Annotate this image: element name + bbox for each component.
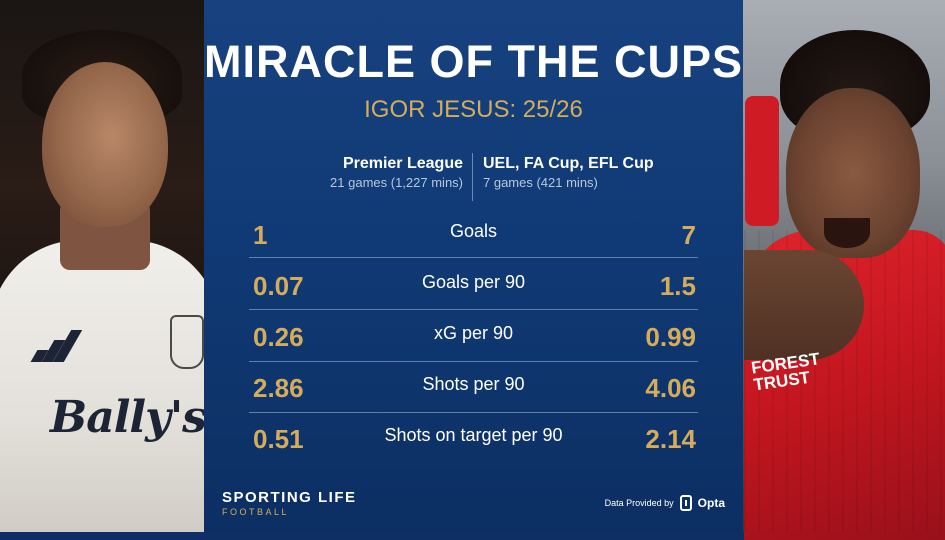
- stat-right-value: 1.5: [659, 271, 696, 301]
- column-left-heading: Premier League: [342, 155, 463, 172]
- left-player-head: [42, 62, 168, 227]
- stat-row-goals-per-90: 0.07 Goals per 90 1.5: [249, 261, 698, 311]
- stat-right-value: 0.99: [645, 322, 696, 352]
- row-divider: [249, 361, 698, 362]
- right-player-arm: [744, 250, 864, 360]
- left-player-photo: Bally's: [0, 0, 204, 532]
- provider-prefix: Data Provided by: [604, 498, 674, 508]
- stat-left-value: 2.86: [253, 373, 304, 403]
- column-right-heading: UEL, FA Cup, EFL Cup: [483, 155, 654, 172]
- stats-panel: MIRACLE OF THE CUPS IGOR JESUS: 25/26 Pr…: [204, 0, 743, 532]
- stat-row-goals: 1 Goals 7: [249, 210, 698, 260]
- stat-label: Goals per 90: [421, 272, 526, 292]
- stat-row-shots-on-target-per-90: 0.51 Shots on target per 90 2.14: [249, 414, 698, 464]
- column-left-subheading: 21 games (1,227 mins): [330, 175, 463, 190]
- right-player-mouth: [824, 218, 870, 248]
- column-header-right: UEL, FA Cup, EFL Cup 7 games (421 mins): [483, 154, 743, 192]
- left-player-sponsor: Bally's: [50, 392, 204, 443]
- row-divider: [249, 309, 698, 310]
- stat-right-value: 4.06: [645, 373, 696, 403]
- club-crest-icon: [170, 315, 204, 369]
- stat-left-value: 0.26: [253, 322, 304, 352]
- data-provider: Data Provided by Opta: [605, 495, 725, 511]
- brand-tagline: FOOTBALL: [222, 507, 290, 517]
- graphic-subtitle: IGOR JESUS: 25/26: [364, 96, 583, 123]
- stat-label: Shots on target per 90: [384, 425, 563, 445]
- opta-logo-icon: [679, 495, 692, 511]
- brand-name: SPORTING LIFE: [222, 489, 357, 506]
- stat-row-xg-per-90: 0.26 xG per 90 0.99: [249, 312, 698, 362]
- stat-left-value: 0.07: [253, 271, 304, 301]
- row-divider: [249, 257, 698, 258]
- stat-label: xG per 90: [433, 323, 514, 343]
- column-divider: [472, 153, 473, 201]
- stat-left-value: 1: [253, 220, 268, 250]
- stat-right-value: 2.14: [645, 424, 696, 454]
- stat-right-value: 7: [681, 220, 696, 250]
- column-header-left: Premier League 21 games (1,227 mins): [204, 154, 463, 192]
- row-divider: [249, 412, 698, 413]
- left-player-shirt: [0, 240, 204, 532]
- provider-name: Opta: [697, 496, 725, 510]
- stat-row-shots-per-90: 2.86 Shots per 90 4.06: [249, 363, 698, 413]
- right-player-raised-arm: [745, 96, 779, 226]
- stat-label: Goals: [449, 221, 498, 241]
- brand-logo: SPORTING LIFE FOOTBALL: [222, 490, 357, 518]
- stat-left-value: 0.51: [253, 424, 304, 454]
- column-right-subheading: 7 games (421 mins): [483, 175, 598, 190]
- stat-label: Shots per 90: [422, 374, 525, 394]
- graphic-title: MIRACLE OF THE CUPS: [204, 36, 744, 87]
- kit-brand-icon: [30, 330, 83, 362]
